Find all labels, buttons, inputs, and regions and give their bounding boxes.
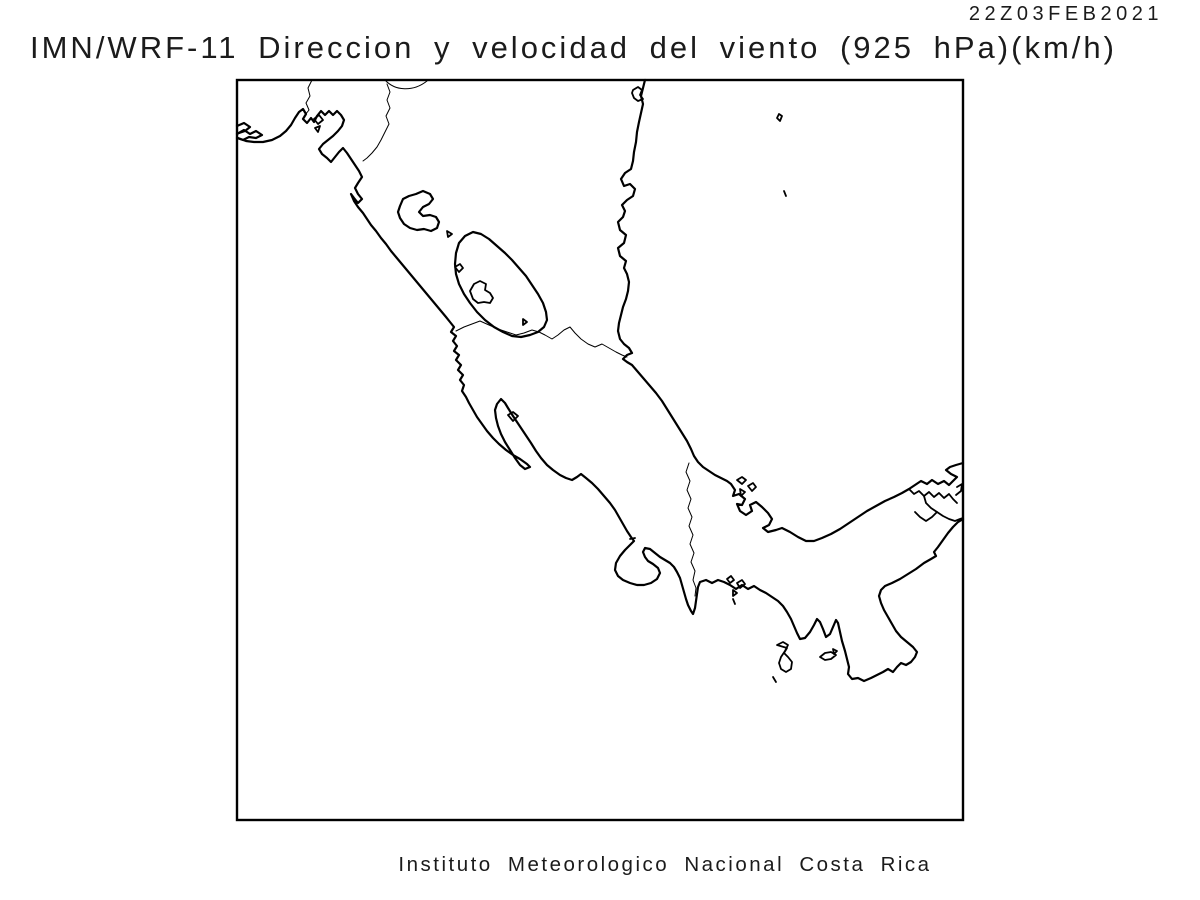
- david-island-dash: [732, 598, 736, 605]
- valiente-channels: [908, 488, 958, 504]
- forecast-timestamp: 22Z03FEB2021: [968, 3, 1163, 25]
- jicaron-dash: [772, 676, 777, 683]
- coiba-island: [776, 641, 793, 673]
- footer-credit: Instituto Meteorologico Nacional Costa R…: [398, 853, 932, 876]
- david-island-2: [736, 579, 746, 589]
- map-frame: [235, 78, 965, 822]
- lake-islet-north: [446, 230, 453, 238]
- ometepe-island: [469, 280, 494, 304]
- zapatera-island: [454, 263, 464, 273]
- cebaco-islet: [832, 648, 838, 655]
- lake-islet-south: [522, 318, 528, 326]
- valiente-channel-south: [923, 495, 964, 522]
- gulf-of-fonseca-spit-lower: [235, 128, 264, 142]
- david-island-3: [732, 589, 738, 597]
- caribbean-islet-mark: [776, 113, 783, 122]
- bocas-island-1: [736, 476, 747, 485]
- coast-spur-osa: [629, 537, 636, 540]
- honduras-border-arc: [384, 79, 428, 90]
- caribbean-coastline: [616, 78, 965, 543]
- page-title: IMN/WRF-11 Direccion y velocidad del vie…: [30, 30, 1117, 65]
- bocas-island-2: [747, 482, 757, 492]
- honduras-border-west: [304, 79, 313, 116]
- bocas-island-3: [739, 488, 746, 497]
- estero-real-islet: [314, 125, 321, 133]
- lake-managua: [396, 189, 441, 233]
- lake-nicaragua: [453, 230, 549, 339]
- corn-island: [631, 86, 644, 102]
- nicaragua-costa-rica-border: [455, 320, 628, 358]
- pacific-coastline: [236, 107, 965, 683]
- david-island-1: [726, 575, 735, 584]
- edge-channel-hook: [955, 483, 963, 496]
- caribbean-dash-mark: [783, 190, 787, 197]
- chira-island: [507, 411, 519, 422]
- costa-rica-panama-border: [685, 462, 697, 597]
- cebaco-island: [819, 651, 837, 661]
- honduras-nicaragua-border: [362, 83, 391, 162]
- valiente-inlet: [914, 511, 938, 522]
